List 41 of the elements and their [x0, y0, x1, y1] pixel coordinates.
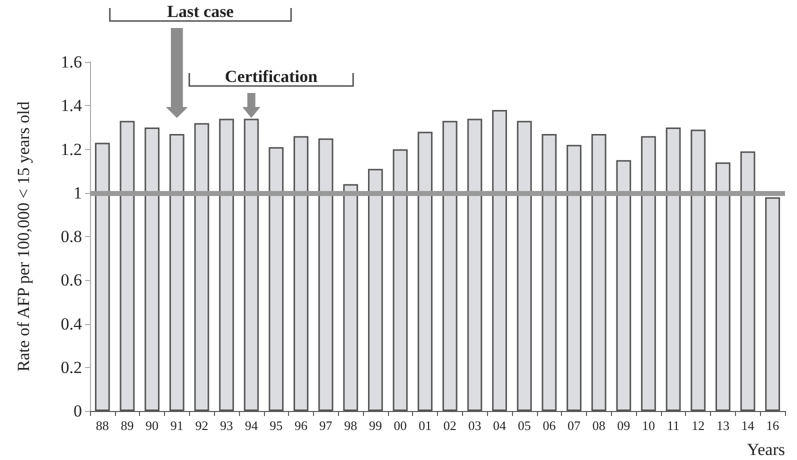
x-tick-label: 99	[368, 418, 382, 433]
x-tick-label: 16	[766, 418, 780, 433]
x-tick-label: 95	[270, 418, 283, 433]
x-tick-label: 97	[319, 418, 333, 433]
y-tick-label: 1.6	[60, 52, 82, 72]
x-tick-label: 08	[592, 418, 606, 433]
x-tick-label: 03	[468, 418, 482, 433]
x-tick-label: 88	[96, 418, 109, 433]
x-tick-label: 92	[195, 418, 208, 433]
y-tick-label: 0.4	[60, 314, 82, 334]
x-tick-label: 90	[146, 418, 159, 433]
x-tick-label: 04	[493, 418, 507, 433]
x-tick-label: 06	[542, 418, 556, 433]
x-tick-label: 96	[294, 418, 308, 433]
x-tick-label: 05	[518, 418, 531, 433]
x-tick-label: 98	[344, 418, 358, 433]
text: Last case	[167, 2, 234, 21]
annotation: Certification	[224, 67, 318, 86]
x-tick-label: 91	[170, 418, 184, 433]
y-tick-label: 0.2	[60, 358, 82, 377]
x-tick-label: 02	[443, 418, 456, 433]
x-tick-label: 11	[667, 418, 680, 433]
y-tick-label: 1	[74, 183, 82, 202]
x-tick-label: 00	[394, 418, 407, 433]
y-tick-label: 1.4	[60, 96, 82, 116]
y-axis-title: Rate of AFP per 100,000 < 15 years old	[14, 100, 33, 372]
y-tick-label: 0.6	[60, 270, 82, 290]
x-tick-label: 89	[120, 418, 134, 433]
x-tick-label: 93	[220, 418, 234, 433]
x-tick-label: 09	[617, 418, 630, 433]
y-tick-label: 1.2	[60, 140, 82, 159]
x-tick-label: 01	[418, 418, 432, 433]
x-tick-label: 14	[741, 418, 755, 433]
x-tick-label: 12	[692, 418, 705, 433]
x-tick-label: 13	[716, 418, 730, 433]
x-tick-label: 07	[568, 418, 582, 433]
x-tick-label: 10	[642, 418, 655, 433]
y-tick-label: 0	[74, 402, 82, 420]
x-axis-title: Years	[747, 440, 785, 459]
x-tick-label: 94	[244, 418, 258, 433]
y-tick-label: 0.8	[60, 227, 82, 246]
